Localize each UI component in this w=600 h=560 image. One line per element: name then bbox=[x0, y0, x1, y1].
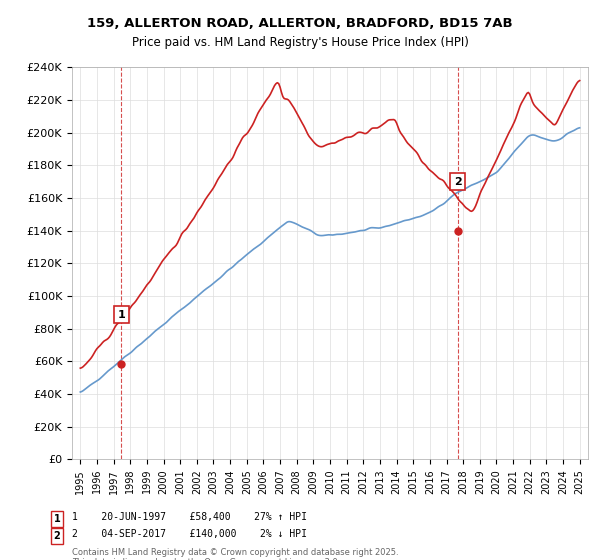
Text: 2    04-SEP-2017    £140,000    2% ↓ HPI: 2 04-SEP-2017 £140,000 2% ↓ HPI bbox=[72, 529, 307, 539]
Text: 1: 1 bbox=[53, 514, 61, 524]
Text: 1    20-JUN-1997    £58,400    27% ↑ HPI: 1 20-JUN-1997 £58,400 27% ↑ HPI bbox=[72, 512, 307, 522]
Text: 1: 1 bbox=[118, 310, 125, 320]
Text: Price paid vs. HM Land Registry's House Price Index (HPI): Price paid vs. HM Land Registry's House … bbox=[131, 36, 469, 49]
Text: Contains HM Land Registry data © Crown copyright and database right 2025.
This d: Contains HM Land Registry data © Crown c… bbox=[72, 548, 398, 560]
Text: 2: 2 bbox=[53, 531, 61, 541]
Text: 159, ALLERTON ROAD, ALLERTON, BRADFORD, BD15 7AB: 159, ALLERTON ROAD, ALLERTON, BRADFORD, … bbox=[87, 17, 513, 30]
Text: 2: 2 bbox=[454, 176, 461, 186]
